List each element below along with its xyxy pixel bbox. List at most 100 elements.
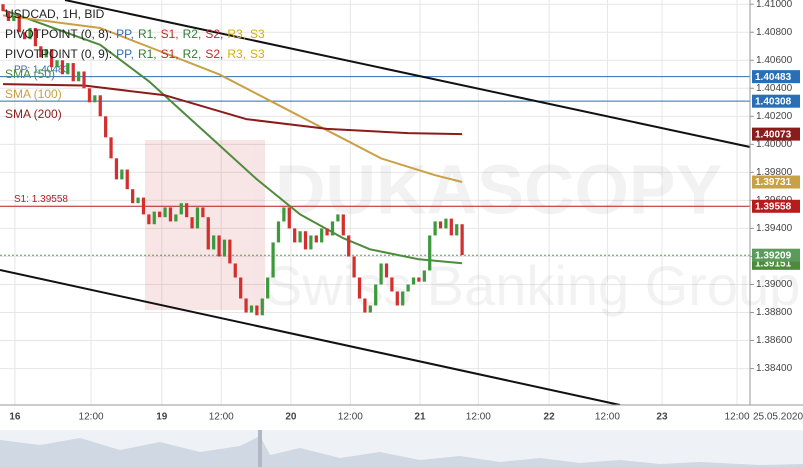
y-tick-label: 1.38800 — [756, 307, 793, 318]
candle — [309, 235, 313, 250]
x-tick-label: 16 — [9, 412, 21, 423]
price-label-box — [752, 199, 800, 213]
y-tick-label: 1.40800 — [756, 27, 793, 38]
candle — [271, 242, 275, 278]
candle — [347, 235, 351, 257]
candle — [195, 207, 200, 229]
x-tick-label: 12:00 — [725, 412, 750, 423]
candle — [320, 228, 324, 243]
y-tick-label: 1.39000 — [756, 279, 793, 290]
indicator-label: PIVOTPOINT (0, 8): PP, R1, S1, R2, S2, R3, S3 — [5, 27, 265, 41]
indicator-part: S2, — [205, 27, 223, 41]
candle — [406, 284, 410, 292]
y-tick-label: 1.40400 — [756, 83, 793, 94]
indicator-part: R3, — [227, 27, 246, 41]
candle — [6, 11, 11, 22]
candle — [33, 28, 38, 47]
candle — [276, 221, 281, 243]
navigator-handle — [258, 430, 262, 467]
candle — [185, 203, 189, 218]
x-tick-label: 12:00 — [79, 412, 104, 423]
y-tick-label: 1.39400 — [756, 223, 793, 234]
candle — [249, 305, 254, 313]
levels: S1: 1.39558 PP: 1.40483 — [0, 64, 750, 256]
legend-title: USDCAD, 1H, BID — [5, 7, 105, 21]
x-axis-band — [0, 405, 803, 430]
channel-upper — [64, 0, 751, 148]
candle — [444, 218, 448, 229]
candle — [217, 235, 221, 257]
candle — [66, 63, 70, 75]
candle — [1, 4, 5, 12]
candle — [422, 270, 426, 282]
indicator-part: S1, — [161, 27, 179, 41]
candle — [163, 207, 167, 218]
candle — [303, 231, 308, 250]
candle — [44, 49, 48, 58]
candle — [411, 277, 416, 285]
candle — [206, 217, 210, 250]
candle — [114, 158, 119, 180]
price-label: 1.40308 — [755, 96, 792, 107]
legend: USDCAD, 1H, BID PIVOTPOINT (0, 8): PP, R1, S… — [5, 7, 265, 121]
legend-entry: SMA (50) — [5, 67, 55, 81]
candle — [363, 298, 367, 313]
y-tick-label: 1.41000 — [756, 0, 793, 10]
candle — [77, 71, 81, 82]
indicator-part: S3 — [250, 47, 265, 61]
candle — [266, 277, 270, 299]
candle — [71, 63, 75, 82]
y-tick-label: 1.39800 — [756, 167, 793, 178]
candle — [330, 221, 335, 236]
price-label-box — [752, 248, 800, 262]
x-tick-label: 23 — [656, 412, 668, 423]
watermark-logo — [145, 140, 265, 310]
candle — [417, 277, 421, 282]
price-label: 1.39151 — [755, 258, 792, 269]
candle — [357, 277, 362, 299]
price-label-box — [752, 70, 800, 84]
candle — [379, 263, 383, 285]
watermark-subtext: Swiss Banking Group — [265, 254, 800, 317]
candle — [460, 224, 464, 256]
indicator-part: R1, — [138, 27, 157, 41]
indicator-part: PP, — [116, 47, 134, 61]
candle — [298, 231, 302, 243]
candle — [449, 218, 453, 236]
candle — [314, 235, 318, 243]
candle — [433, 221, 437, 236]
y-tick-label: 1.40200 — [756, 111, 793, 122]
candle — [136, 197, 140, 204]
channel — [0, 0, 751, 406]
y-tick-label: 1.38600 — [756, 335, 793, 346]
candle — [401, 291, 405, 306]
candle — [228, 239, 232, 264]
x-tick-label: 20 — [285, 412, 297, 423]
candle — [12, 15, 16, 22]
candle — [212, 235, 216, 250]
candle — [438, 221, 443, 229]
indicator-part: PP, — [116, 27, 134, 41]
y-tick-label: 1.40000 — [756, 139, 793, 150]
candle — [293, 228, 297, 243]
price-label-box — [752, 127, 800, 141]
candle — [341, 214, 345, 236]
plot — [1, 4, 464, 316]
candle — [168, 207, 173, 222]
indicator-part: R2, — [183, 47, 202, 61]
candle — [190, 217, 194, 229]
price-label: 1.39209 — [755, 250, 792, 261]
candle — [131, 189, 135, 204]
watermark-text: DUKASCOPY — [275, 150, 722, 228]
legend-entry: SMA (100) — [5, 87, 62, 101]
sma-line — [2, 14, 463, 183]
candle — [152, 211, 156, 225]
x-tick-label: 12:00 — [209, 412, 234, 423]
sma-line — [2, 8, 463, 265]
candle — [23, 32, 27, 40]
navigator — [0, 430, 803, 467]
candle — [39, 46, 43, 58]
candle — [28, 28, 32, 40]
